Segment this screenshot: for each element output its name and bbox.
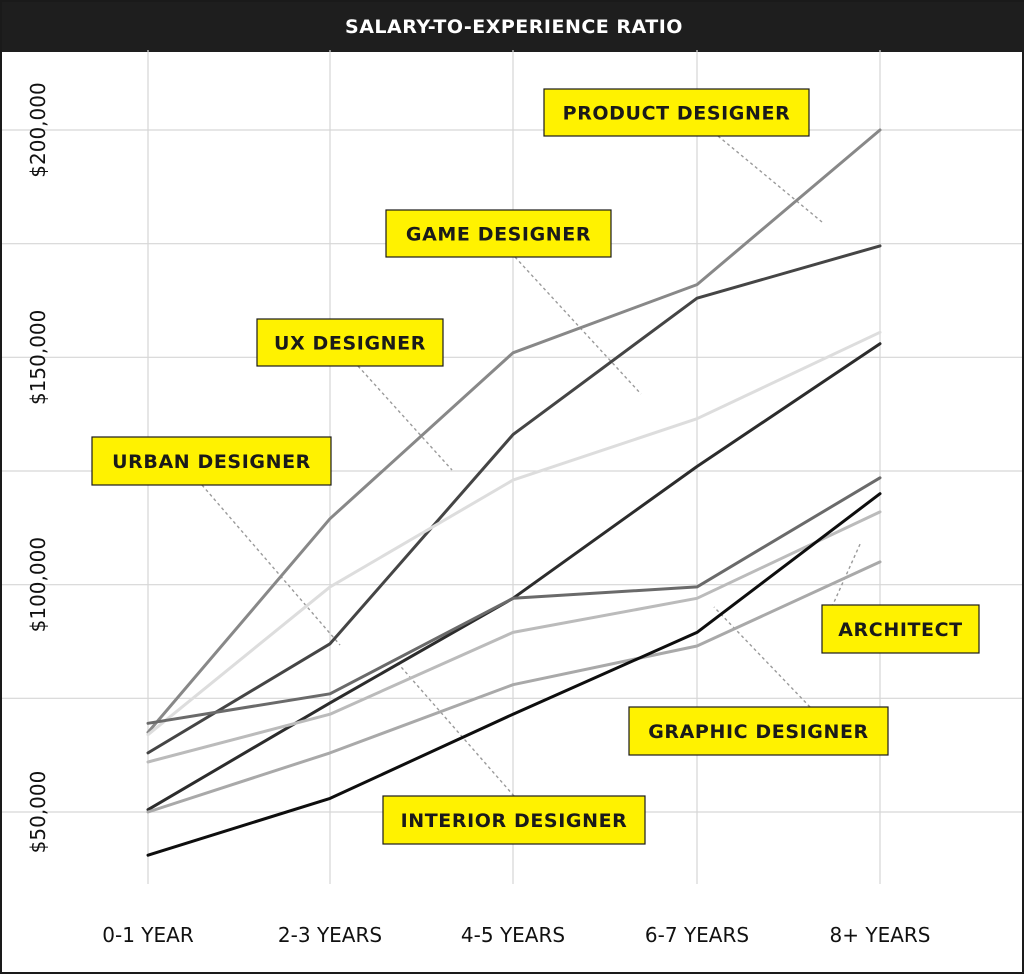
- callout-product-designer: PRODUCT DESIGNER: [543, 88, 810, 137]
- callout-interior-designer: INTERIOR DESIGNER: [382, 795, 646, 845]
- series-line-interior-designer: [146, 560, 882, 814]
- callout-label: GAME DESIGNER: [406, 224, 591, 246]
- callout-label: PRODUCT DESIGNER: [563, 103, 791, 125]
- series-line-architect: [146, 476, 882, 725]
- series-line-game-designer: [146, 244, 882, 755]
- leader-line: [357, 365, 453, 471]
- callout-urban-designer: URBAN DESIGNER: [91, 436, 332, 486]
- leader-line: [394, 659, 515, 797]
- leader-line: [713, 606, 811, 708]
- callout-box: [821, 604, 980, 654]
- callout-label: GRAPHIC DESIGNER: [648, 721, 869, 743]
- callout-graphic-designer: GRAPHIC DESIGNER: [628, 706, 889, 756]
- leader-line: [514, 256, 642, 395]
- callout-ux-designer: UX DESIGNER: [256, 318, 444, 367]
- callout-box: [543, 88, 810, 137]
- y-tick-label: $100,000: [26, 537, 50, 632]
- series-line-graphic-designer: [146, 510, 882, 764]
- series-layer: [146, 128, 882, 857]
- series-line-ux-designer: [146, 330, 882, 737]
- callout-box: [382, 795, 646, 845]
- callout-label: UX DESIGNER: [274, 333, 426, 355]
- leader-line: [821, 541, 862, 630]
- callout-box: [256, 318, 444, 367]
- callout-label: ARCHITECT: [838, 619, 963, 641]
- callout-label: INTERIOR DESIGNER: [401, 810, 628, 832]
- callout-label: URBAN DESIGNER: [112, 451, 311, 473]
- callout-box: [91, 436, 332, 486]
- callout-box: [628, 706, 889, 756]
- leader-line: [717, 135, 823, 223]
- chart-title: SALARY-TO-EXPERIENCE RATIO: [2, 2, 1024, 52]
- series-line-product-designer: [146, 128, 882, 734]
- series-line-8: [146, 492, 882, 857]
- callout-layer: PRODUCT DESIGNER GAME DESIGNER UX DESIGNER…: [91, 88, 980, 845]
- callout-box: [385, 209, 612, 258]
- y-tick-label: $150,000: [26, 310, 50, 405]
- x-tick-label: 6-7 YEARS: [645, 923, 749, 947]
- leader-line: [201, 484, 341, 646]
- x-tick-label: 2-3 YEARS: [278, 923, 382, 947]
- x-tick-label: 8+ YEARS: [830, 923, 931, 947]
- y-tick-label: $200,000: [26, 82, 50, 177]
- x-tick-label: 4-5 YEARS: [461, 923, 565, 947]
- callout-game-designer: GAME DESIGNER: [385, 209, 612, 258]
- axis-labels: $50,000 $100,000 $150,000 $200,000 0-1 YEAR 2…: [26, 82, 930, 947]
- callout-architect: ARCHITECT: [821, 604, 980, 654]
- leader-lines: [201, 135, 862, 797]
- y-tick-label: $50,000: [26, 771, 50, 854]
- x-tick-label: 0-1 YEAR: [102, 923, 194, 947]
